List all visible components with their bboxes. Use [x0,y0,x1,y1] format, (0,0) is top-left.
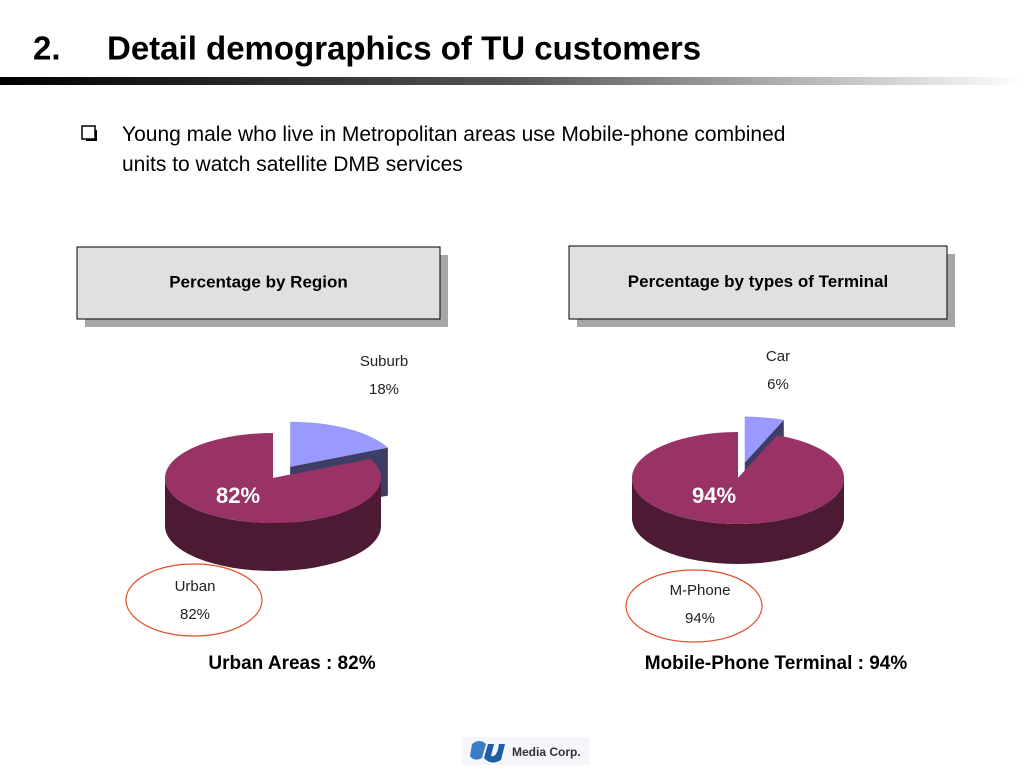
slice-value-label: 6% [767,376,789,393]
bullet-shadow [95,130,97,141]
logo-text: Media Corp. [512,745,581,759]
logo-icon [484,744,505,763]
slide-number: 2. [33,30,61,67]
highlight-ring [125,563,263,637]
slice-label: Urban [175,578,216,595]
slice-label: M-Phone [670,582,731,599]
bullet-box [81,125,96,140]
title-box [568,245,948,320]
logo-icon [470,741,486,760]
bullet-text: Young male who live in Metropolitan area… [122,123,786,176]
highlight-ring [625,569,763,643]
slice-label: Suburb [360,353,408,370]
slice-side [632,478,844,564]
slice-top [632,432,845,525]
slide-title: Detail demographics of TU customers [107,30,701,67]
slice-value-label: 82% [180,606,210,623]
logo: Media Corp. [462,737,590,765]
slice-top [164,433,381,524]
title-box [76,246,441,320]
chart-caption: Mobile-Phone Terminal : 94% [645,653,908,674]
chart-title: Percentage by Region [169,272,348,291]
title-rule [0,77,1024,85]
slice-inner-label: 82% [216,483,260,508]
slice-inner-label: 94% [692,483,736,508]
slice-top [290,421,388,467]
slice-value-label: 18% [369,381,399,398]
slice-value-label: 94% [685,610,715,627]
slice-side [165,478,381,571]
slice-label: Car [766,348,790,365]
chart-caption: Urban Areas : 82% [208,653,375,674]
slice-top [744,416,784,463]
bullet-shadow [86,139,97,141]
chart-title: Percentage by types of Terminal [628,272,888,291]
